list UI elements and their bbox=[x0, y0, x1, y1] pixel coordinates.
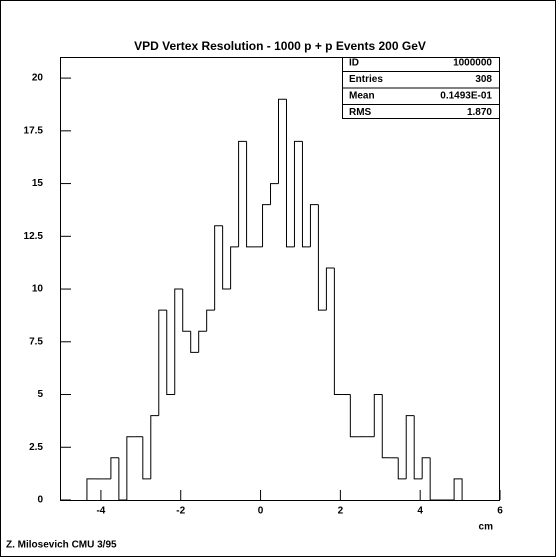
histogram-bin bbox=[262, 204, 271, 247]
histogram-bin bbox=[421, 457, 431, 479]
histogram-bin bbox=[317, 204, 327, 311]
stats-value: 1000000 bbox=[453, 58, 492, 69]
histogram-bin bbox=[246, 141, 255, 248]
stats-value: 1.870 bbox=[467, 107, 492, 118]
y-tick-label: 5 bbox=[37, 389, 43, 400]
histogram-bin bbox=[222, 225, 231, 290]
histogram-bin bbox=[110, 457, 119, 479]
histogram-bin bbox=[86, 478, 95, 500]
histogram-bin bbox=[301, 141, 311, 248]
histogram-bin bbox=[278, 98, 287, 184]
x-tick-label: 6 bbox=[497, 506, 503, 517]
stats-label: RMS bbox=[349, 107, 372, 118]
histogram-bin bbox=[158, 309, 167, 416]
plot-frame bbox=[60, 57, 500, 501]
stats-value: 308 bbox=[475, 74, 492, 85]
x-axis-label: cm bbox=[479, 522, 494, 533]
histogram-bin bbox=[453, 478, 463, 500]
y-tick-label: 0 bbox=[37, 495, 43, 506]
histogram-bin bbox=[285, 99, 295, 248]
histogram-bin bbox=[150, 415, 159, 479]
histogram-bin bbox=[190, 331, 199, 353]
histogram-bin bbox=[238, 140, 247, 247]
histogram-bin bbox=[429, 457, 439, 501]
x-tick-label: 4 bbox=[417, 506, 423, 517]
y-tick-label: 15 bbox=[32, 178, 44, 189]
y-tick-label: 7.5 bbox=[29, 336, 43, 347]
histogram-bin bbox=[381, 394, 391, 459]
y-tick-label: 2.5 bbox=[29, 442, 43, 453]
y-tick-label: 10 bbox=[32, 284, 44, 295]
histogram-bin bbox=[166, 310, 175, 396]
footer: Z. Milosevich CMU 3/95 bbox=[6, 540, 117, 551]
y-tick-label: 12.5 bbox=[24, 231, 44, 242]
histogram-bin bbox=[333, 267, 343, 396]
y-tick-label: 20 bbox=[32, 73, 44, 84]
histogram-bin bbox=[270, 183, 279, 205]
histogram-bin bbox=[397, 457, 407, 480]
histogram-bin bbox=[230, 246, 239, 290]
histogram-bin bbox=[325, 267, 335, 311]
chart-title: VPD Vertex Resolution - 1000 p + p Event… bbox=[134, 39, 426, 53]
histogram-bin bbox=[174, 288, 183, 395]
histogram-bin bbox=[349, 394, 359, 438]
stats-value: 0.1493E-01 bbox=[440, 91, 492, 102]
histogram-bin bbox=[198, 330, 207, 353]
x-tick-label: 2 bbox=[338, 506, 344, 517]
histogram-bin bbox=[182, 289, 191, 332]
y-tick-label: 17.5 bbox=[24, 125, 44, 136]
histogram-bin bbox=[413, 415, 423, 480]
histogram-bin bbox=[142, 436, 151, 480]
histogram-bin bbox=[405, 415, 415, 479]
stats-label: ID bbox=[349, 58, 359, 69]
histogram-bin bbox=[118, 457, 127, 501]
stats-label: Entries bbox=[349, 74, 383, 85]
histogram-bin bbox=[373, 394, 383, 437]
histogram-bin bbox=[214, 225, 223, 311]
histogram-bin bbox=[309, 204, 319, 247]
stats-label: Mean bbox=[349, 91, 375, 102]
x-tick-label: 0 bbox=[258, 506, 264, 517]
histogram-bin bbox=[126, 436, 135, 500]
histogram-bin bbox=[206, 309, 215, 332]
x-tick-label: -2 bbox=[176, 506, 185, 517]
x-tick-label: -4 bbox=[96, 506, 105, 517]
histogram-bin bbox=[293, 140, 303, 247]
